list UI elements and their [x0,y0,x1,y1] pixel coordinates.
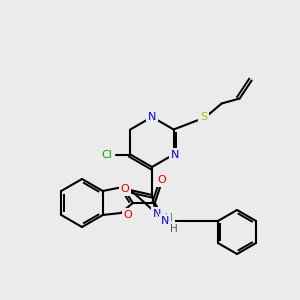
Text: O: O [121,184,129,194]
Text: O: O [158,175,166,185]
Text: N: N [148,112,156,122]
Text: S: S [200,112,207,122]
Text: N: N [160,216,169,226]
Text: N: N [170,149,179,160]
Text: H: H [170,224,178,234]
Text: Cl: Cl [101,149,112,160]
Text: O: O [123,210,132,220]
Text: H: H [165,213,173,223]
Text: N: N [153,209,161,219]
